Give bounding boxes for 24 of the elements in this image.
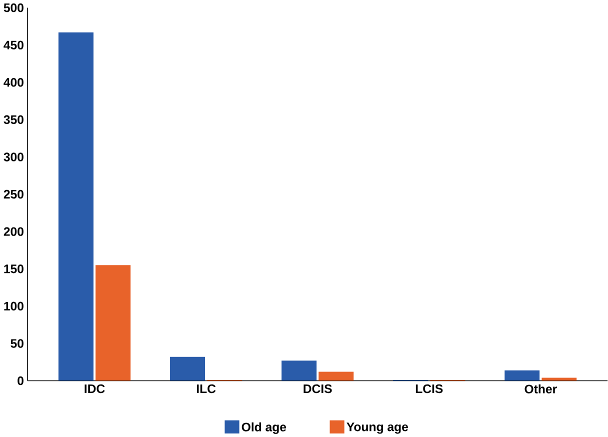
y-tick-label: 100 — [4, 302, 24, 311]
x-tick-label: LCIS — [416, 384, 443, 394]
bar — [96, 265, 131, 381]
bar — [58, 32, 94, 381]
y-tick-label: 300 — [4, 152, 24, 162]
y-tick-label: 400 — [4, 78, 24, 87]
y-tick-label: 150 — [4, 264, 24, 274]
x-tick-label: IDC — [84, 384, 105, 394]
x-tick-label: Other — [524, 384, 557, 394]
y-tick-label: 450 — [4, 40, 24, 50]
y-tick-label: 200 — [4, 227, 24, 236]
legend-label: Young age — [346, 422, 408, 434]
y-tick-label: 350 — [4, 115, 24, 124]
bar — [504, 370, 540, 381]
legend-label: Old age — [242, 422, 286, 434]
bar — [170, 356, 206, 381]
y-tick-label: 500 — [4, 3, 24, 12]
y-tick-label: 250 — [4, 190, 24, 199]
x-tick-label: ILC — [196, 384, 216, 394]
y-tick-label: 0 — [18, 376, 24, 386]
x-tick-label: DCIS — [304, 384, 332, 394]
bar — [318, 372, 354, 381]
y-tick-label: 50 — [10, 339, 24, 348]
bar — [282, 360, 317, 381]
